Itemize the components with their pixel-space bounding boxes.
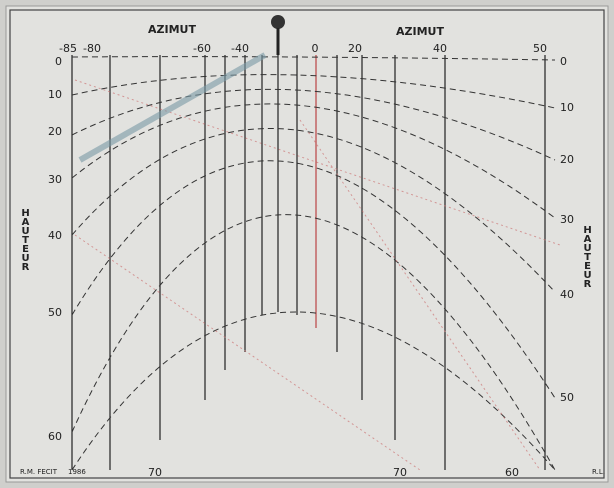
plate <box>6 6 608 482</box>
left-height: 30 <box>48 173 62 186</box>
azimuth-label: 20 <box>348 42 362 55</box>
left-height: 50 <box>48 306 62 319</box>
azimuth-label: 0 <box>312 42 319 55</box>
gnomon-head <box>271 15 285 29</box>
right-height: 50 <box>560 391 574 404</box>
sundial-photo: AZIMUT AZIMUT R.M. FECIT 1986 R.L. -85 -8… <box>0 0 614 488</box>
left-height: 10 <box>48 88 62 101</box>
azimuth-label: -60 <box>193 42 211 55</box>
azimuth-label: -80 <box>83 42 101 55</box>
azimut-title: AZIMUT <box>148 23 196 36</box>
right-height: 20 <box>560 153 574 166</box>
dial-plate: AZIMUT AZIMUT R.M. FECIT 1986 R.L. -85 -8… <box>0 0 614 488</box>
left-height: 60 <box>48 430 62 443</box>
footer-year: 1986 <box>68 468 86 476</box>
footer-maker: R.M. FECIT <box>20 468 58 476</box>
bottom-label: 70 <box>393 466 407 479</box>
right-height: 0 <box>560 55 567 68</box>
azimuth-label: -85 <box>59 42 77 55</box>
side-title: HAUTEUR <box>20 208 31 271</box>
azimuth-label: 40 <box>433 42 447 55</box>
bottom-label: 60 <box>505 466 519 479</box>
side-title: HAUTEUR <box>582 225 593 288</box>
footer-initials: R.L. <box>592 468 605 476</box>
azimuth-label: -40 <box>231 42 249 55</box>
left-height: 40 <box>48 229 62 242</box>
right-height: 40 <box>560 288 574 301</box>
left-height: 20 <box>48 125 62 138</box>
azimut-title: AZIMUT <box>396 25 444 38</box>
azimuth-label: 50 <box>533 42 547 55</box>
left-height: 0 <box>55 55 62 68</box>
bottom-label: 70 <box>148 466 162 479</box>
right-height: 10 <box>560 101 574 114</box>
right-height: 30 <box>560 213 574 226</box>
